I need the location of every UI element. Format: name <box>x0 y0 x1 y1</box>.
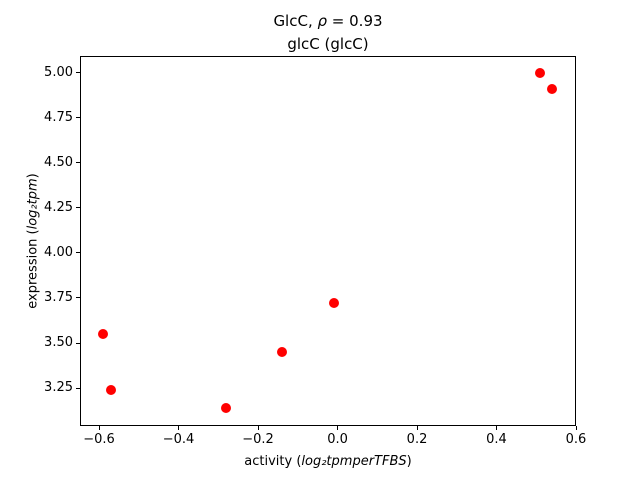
x-tick-label: −0.2 <box>242 432 274 447</box>
data-point <box>547 83 558 94</box>
xlabel-text: activity ( <box>244 454 302 469</box>
plot-title: GlcC, ρ = 0.93 glcC (glcC) <box>80 10 576 56</box>
y-tick-mark <box>76 387 80 389</box>
y-tick-mark <box>76 117 80 119</box>
data-point <box>221 402 232 413</box>
x-tick-mark <box>178 426 180 430</box>
y-tick-label: 3.75 <box>44 289 73 305</box>
xlabel-math: log₂tpmperTFBS <box>301 454 407 469</box>
y-tick-label: 4.00 <box>44 244 73 260</box>
plot-area <box>80 56 576 426</box>
y-tick-label: 4.25 <box>44 199 73 215</box>
title-rho-value: = 0.93 <box>327 12 383 30</box>
x-tick-label: −0.6 <box>83 432 115 447</box>
y-tick-mark <box>76 252 80 254</box>
x-tick-label: 0.4 <box>486 432 507 447</box>
y-tick-mark <box>76 297 80 299</box>
x-tick-mark <box>337 426 339 430</box>
xlabel-close-paren: ) <box>406 454 412 469</box>
x-tick-mark <box>257 426 259 430</box>
y-tick-mark <box>76 207 80 209</box>
data-point <box>98 329 109 340</box>
x-tick-label: −0.4 <box>162 432 195 447</box>
x-tick-mark <box>98 426 100 430</box>
y-tick-label: 4.50 <box>44 154 73 170</box>
plot-title-line1: GlcC, ρ = 0.93 <box>80 10 576 33</box>
x-tick-label: 0.2 <box>406 432 428 447</box>
y-tick-label: 3.50 <box>44 335 73 351</box>
x-tick-label: 0.6 <box>565 432 587 447</box>
x-tick-label: 0.0 <box>327 432 348 447</box>
ylabel-close-paren: ) <box>25 173 41 179</box>
data-point <box>276 347 287 358</box>
y-tick-label: 3.25 <box>44 380 73 396</box>
x-tick-mark <box>496 426 497 430</box>
y-tick-mark <box>76 342 80 344</box>
title-text-prefix: GlcC, <box>273 12 318 30</box>
data-point <box>106 384 116 395</box>
x-tick-mark <box>575 426 577 430</box>
title-rho-symbol: ρ <box>317 12 328 30</box>
y-tick-label: 4.75 <box>44 109 73 125</box>
y-axis-label: expression (log₂tpm) <box>26 173 41 308</box>
data-point <box>328 298 339 309</box>
x-axis-label: activity (log₂tpmperTFBS) <box>80 454 576 469</box>
y-tick-label: 5.00 <box>44 64 73 80</box>
y-tick-mark <box>76 162 80 164</box>
data-point <box>535 67 546 78</box>
y-tick-mark <box>76 72 80 74</box>
plot-subtitle: glcC (glcC) <box>287 35 369 53</box>
x-tick-mark <box>416 426 418 430</box>
